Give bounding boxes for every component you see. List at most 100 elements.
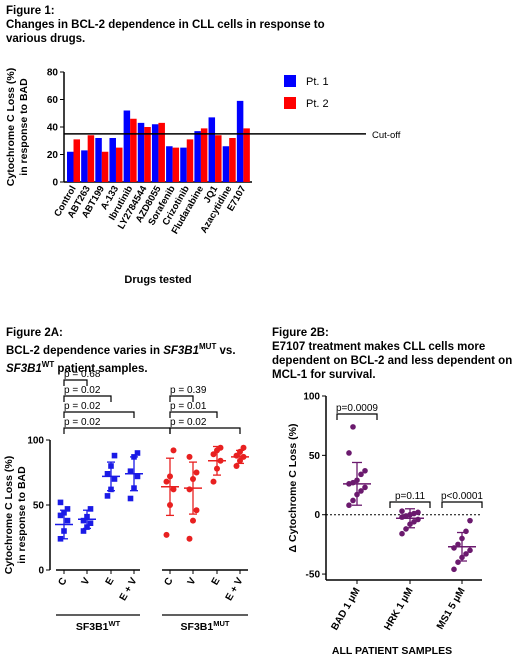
figure1-caption: Changes in BCL-2 dependence in CLL cells… — [6, 19, 325, 45]
figure1-label: Figure 1: — [6, 5, 55, 17]
p-value-label: p = 0.39 — [170, 385, 207, 396]
data-point — [163, 531, 170, 538]
bar — [172, 147, 180, 182]
bar — [243, 128, 250, 182]
data-point — [346, 450, 352, 456]
x-tick-label: C — [162, 576, 175, 588]
data-point — [350, 424, 356, 430]
data-point — [61, 528, 67, 534]
data-point — [87, 520, 94, 526]
data-point — [87, 506, 94, 512]
y-tick-label: -50 — [306, 570, 321, 581]
data-point — [134, 450, 141, 456]
data-point — [131, 454, 137, 460]
data-point — [186, 535, 193, 542]
bar — [186, 139, 194, 182]
data-point — [57, 512, 64, 519]
data-point — [354, 477, 360, 484]
figure1-title: Figure 1: Changes in BCL-2 dependence in… — [6, 4, 366, 46]
data-point — [186, 486, 193, 493]
data-point — [362, 484, 368, 491]
data-point — [358, 471, 364, 478]
data-point — [170, 447, 177, 454]
data-point — [451, 566, 457, 573]
data-point — [354, 491, 360, 498]
data-point — [127, 495, 134, 502]
figure2a-label: Figure 2A: — [6, 327, 63, 339]
x-tick-label: BAD 1 μM — [329, 586, 362, 632]
significance-bracket — [336, 413, 378, 420]
figure2a-caption: BCL-2 dependence varies in SF3B1MUT vs. … — [6, 340, 256, 376]
data-point — [163, 478, 170, 485]
x-tick-label: V — [80, 576, 93, 588]
bar — [194, 131, 201, 182]
bar — [215, 135, 222, 182]
data-point — [193, 507, 200, 514]
p-value-label: p=0.0009 — [336, 403, 378, 414]
bar — [180, 147, 187, 182]
bar — [115, 147, 123, 182]
data-point — [467, 547, 473, 554]
group-label: SF3B1WT — [76, 619, 121, 633]
data-point — [455, 559, 461, 565]
y-axis-title-line: in response to BAD — [18, 78, 30, 176]
data-point — [131, 485, 137, 491]
data-point — [240, 444, 247, 451]
caption-fragment: SF3B1 — [6, 362, 42, 375]
x-tick-label: HRK 1 μM — [382, 586, 415, 632]
bar — [208, 117, 216, 182]
data-point — [190, 476, 196, 482]
significance-bracket — [441, 501, 483, 508]
data-point — [240, 453, 247, 460]
group-label-name: SF3B1 — [181, 621, 214, 633]
y-axis-title: Δ Cytochrome C Loss (%) — [287, 424, 299, 553]
y-tick-label: 60 — [47, 95, 59, 106]
caption-fragment: SF3B1 — [163, 344, 200, 357]
figure2a-title: Figure 2A: BCL-2 dependence varies in SF… — [6, 326, 256, 376]
significance-bracket — [63, 379, 88, 386]
y-tick-label: 100 — [303, 392, 320, 403]
bar — [229, 138, 236, 182]
y-tick-label: 50 — [309, 451, 321, 462]
y-axis-title-line: Cytochrome C Loss (%) — [3, 456, 15, 574]
p-value-label: p = 0.68 — [64, 369, 101, 380]
data-point — [346, 502, 352, 509]
y-axis-title-line: Cytochrome C Loss (%) — [5, 68, 17, 186]
data-point — [64, 517, 71, 524]
bar — [166, 146, 173, 182]
bar — [158, 122, 165, 182]
caption-fragment: patient samples. — [54, 362, 148, 375]
data-point — [217, 444, 224, 451]
p-value-label: p = 0.02 — [170, 417, 207, 428]
data-point — [399, 530, 405, 537]
data-point — [186, 453, 193, 460]
p-value-label: p = 0.02 — [64, 417, 101, 428]
x-tick-label: E — [210, 576, 223, 588]
data-point — [61, 510, 67, 516]
data-point — [463, 551, 469, 557]
p-value-label: p = 0.01 — [170, 401, 207, 412]
data-point — [111, 476, 118, 482]
legend-label: Pt. 1 — [306, 76, 329, 88]
data-point — [217, 457, 224, 464]
bar — [67, 151, 74, 182]
figure1-bar-chart: 020406080ControlABT263ABT199A-133Ibrutin… — [5, 68, 401, 287]
bar — [137, 122, 145, 182]
caption-fragment: WT — [41, 359, 55, 369]
data-point — [214, 465, 220, 472]
bar — [151, 124, 159, 182]
y-tick-label: 0 — [52, 178, 58, 189]
data-point — [210, 451, 217, 458]
x-tick-label: V — [186, 576, 199, 588]
x-tick-label: E — [104, 576, 117, 588]
data-point — [415, 509, 421, 516]
data-point — [111, 452, 118, 459]
data-point — [467, 517, 473, 524]
legend-swatch — [284, 97, 296, 109]
bar — [109, 138, 116, 182]
y-tick-label: 0 — [314, 510, 320, 521]
caption-fragment: vs. — [216, 344, 236, 357]
data-point — [134, 473, 141, 480]
significance-bracket — [169, 395, 194, 402]
